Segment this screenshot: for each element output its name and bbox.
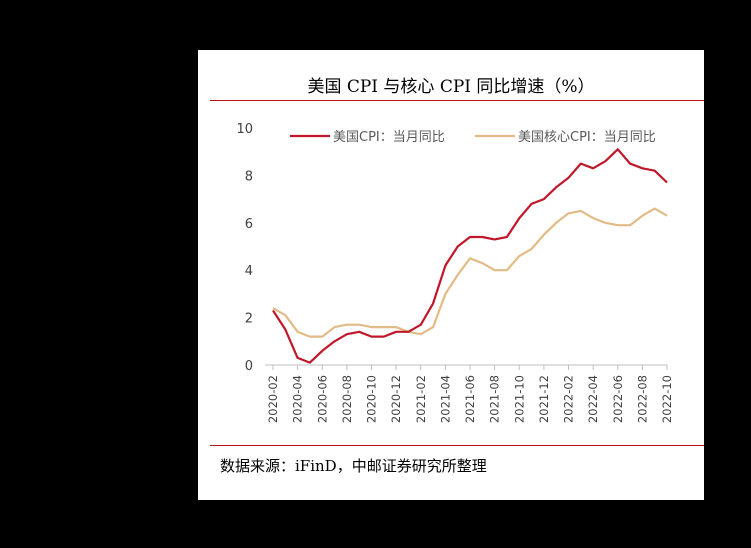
y-tick-label: 8	[245, 169, 253, 184]
x-tick-label: 2022-06	[611, 375, 625, 423]
x-tick-label: 2021-12	[537, 375, 551, 423]
x-tick-label: 2022-02	[562, 375, 576, 423]
chart-title: 美国 CPI 与核心 CPI 同比增速（%）	[307, 77, 595, 97]
source-divider	[210, 445, 704, 446]
y-tick-label: 6	[245, 217, 253, 232]
chart-series	[272, 148, 668, 364]
y-tick-label: 4	[245, 264, 253, 279]
x-tick-label: 2020-08	[340, 375, 354, 423]
x-tick-label: 2022-10	[660, 375, 674, 423]
data-source-note: 数据来源：iFinD，中邮证券研究所整理	[220, 457, 487, 475]
y-tick-label: 10	[236, 122, 253, 137]
x-tick-label: 2020-12	[389, 375, 403, 423]
x-tick-label: 2020-10	[365, 375, 379, 423]
x-tick-label: 2021-10	[512, 375, 526, 423]
y-tick-label: 2	[245, 312, 253, 327]
x-axis-ticks: 2020-02 2020-04 2020-06 2020-08 2020-10 2020-…	[266, 365, 674, 423]
cpi-line	[272, 148, 668, 364]
legend-label-core: 美国核心CPI：当月同比	[518, 130, 656, 145]
x-tick-label: 2021-02	[414, 375, 428, 423]
x-tick-label: 2020-04	[291, 375, 305, 423]
y-tick-label: 0	[245, 359, 253, 374]
legend-label-cpi: 美国CPI：当月同比	[333, 130, 445, 145]
x-tick-label: 2022-08	[635, 375, 649, 423]
x-tick-label: 2022-04	[586, 375, 600, 423]
y-axis-ticks: 0 2 4 6 8 10	[236, 122, 253, 374]
title-divider	[210, 100, 704, 101]
chart-legend: 美国CPI：当月同比 美国核心CPI：当月同比	[290, 130, 656, 145]
x-tick-label: 2020-06	[315, 375, 329, 423]
x-tick-label: 2021-04	[438, 375, 452, 423]
x-tick-label: 2021-06	[463, 375, 477, 423]
x-tick-label: 2020-02	[266, 375, 280, 423]
chart-card: 美国 CPI 与核心 CPI 同比增速（%） 0 2 4 6 8 10 2020-02 20…	[198, 50, 704, 500]
core-cpi-line	[272, 207, 668, 338]
x-tick-label: 2021-08	[488, 375, 502, 423]
